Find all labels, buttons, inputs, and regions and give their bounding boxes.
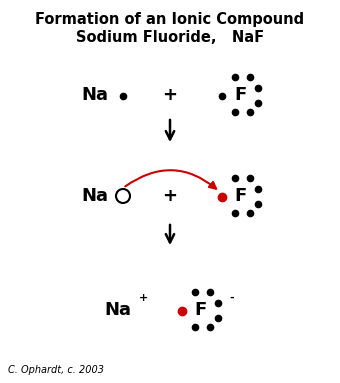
Text: Formation of an Ionic Compound: Formation of an Ionic Compound (35, 12, 305, 27)
Text: Na: Na (82, 187, 108, 205)
Text: +: + (163, 187, 177, 205)
Text: Na: Na (82, 86, 108, 104)
Text: F: F (234, 86, 246, 104)
FancyArrowPatch shape (125, 170, 216, 189)
Text: Sodium Fluoride,   NaF: Sodium Fluoride, NaF (76, 30, 264, 45)
Text: F: F (194, 301, 206, 319)
Text: Na: Na (104, 301, 132, 319)
Text: +: + (139, 293, 149, 303)
Text: -: - (230, 293, 234, 303)
Text: C. Ophardt, c. 2003: C. Ophardt, c. 2003 (8, 365, 104, 375)
Text: +: + (163, 86, 177, 104)
Text: F: F (234, 187, 246, 205)
